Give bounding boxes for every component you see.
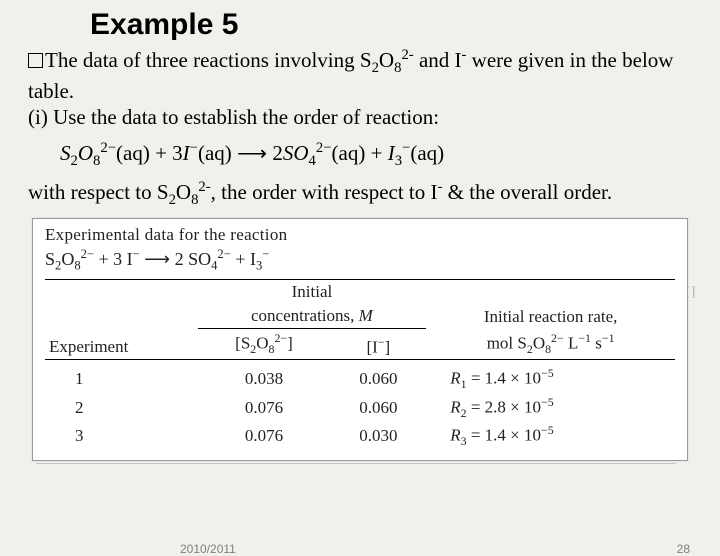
- post-c: & the overall order.: [442, 180, 612, 204]
- ce-c: ⟶ 2 SO: [140, 249, 211, 269]
- ce-b: + 3 I: [94, 249, 133, 269]
- eqn-so: SO: [283, 141, 309, 165]
- col-conc-top: Initial: [198, 280, 427, 305]
- col-rate-top: Initial reaction rate,: [426, 280, 675, 329]
- eqn-sub2: 2: [71, 153, 78, 169]
- intro-o: O: [379, 48, 394, 72]
- conc-m: M: [359, 306, 373, 325]
- eqn-so4sub: 4: [309, 153, 316, 169]
- ce-im: −: [133, 247, 140, 261]
- cr-c: s: [591, 334, 602, 353]
- col-rate-bot: mol S2O82− L−1 s−1: [426, 329, 675, 360]
- cr-a: mol S: [487, 334, 527, 353]
- eqn-s: S: [60, 141, 71, 165]
- cell-rate: R2 = 2.8 × 10−5: [426, 394, 675, 422]
- ce-i3s: −: [262, 247, 269, 261]
- eqn-i3sub: 3: [395, 153, 402, 169]
- ce-sub2: 2: [55, 258, 61, 272]
- table-caption: Experimental data for the reaction: [45, 225, 675, 245]
- data-table-region: Experimental data for the reaction S2O82…: [32, 218, 688, 461]
- ce-a: S: [45, 249, 55, 269]
- eqn-aq3: (aq): [332, 141, 366, 165]
- cs-b: ]: [287, 334, 293, 353]
- col-i: [I−]: [330, 329, 426, 360]
- cell-i: 0.030: [330, 422, 426, 450]
- bottom-rule: [36, 463, 676, 464]
- slide-title: Example 5: [90, 8, 720, 42]
- footer-year: 2010/2011: [180, 542, 236, 556]
- eqn-so4sup: 2−: [316, 140, 332, 156]
- cell-i: 0.060: [330, 394, 426, 422]
- intro-line2: (i) Use the data to establish the order …: [28, 104, 692, 130]
- cr-b: L: [564, 334, 579, 353]
- cell-i: 0.060: [330, 360, 426, 394]
- cell-rate: R1 = 1.4 × 10−5: [426, 360, 675, 394]
- intro-text-b: and I: [414, 48, 462, 72]
- eqn-i: I: [183, 141, 190, 165]
- post-b: , the order with respect to I: [211, 180, 438, 204]
- eqn-2: 2: [272, 141, 283, 165]
- post-sub2: 2: [169, 192, 176, 208]
- eqn-aq4: (aq): [410, 141, 444, 165]
- col-experiment: Experiment: [45, 280, 198, 360]
- col-s2o8: [S2O82−]: [198, 329, 331, 360]
- eqn-i3: I: [388, 141, 395, 165]
- cell-exp: 1: [45, 360, 198, 394]
- reaction-equation: S2O82−(aq) + 3I−(aq) ⟶ 2SO42−(aq) + I3−(…: [60, 140, 720, 170]
- intro-text-a: The data of three reactions involving S: [45, 48, 372, 72]
- post-sup2m: 2-: [198, 179, 210, 195]
- ce-so4s: 2−: [217, 247, 230, 261]
- post-a: with respect to S: [28, 180, 169, 204]
- cell-exp: 2: [45, 394, 198, 422]
- intro-paragraph: The data of three reactions involving S2…: [28, 46, 692, 104]
- cell-rate: R3 = 1.4 × 10−5: [426, 422, 675, 450]
- table-row: 10.0380.060R1 = 1.4 × 10−5: [45, 360, 675, 394]
- ce-d: + I: [231, 249, 256, 269]
- col-conc-mid: concentrations, M: [198, 304, 427, 329]
- cs-a: [S: [235, 334, 250, 353]
- table-row: 20.0760.060R2 = 2.8 × 10−5: [45, 394, 675, 422]
- post-paragraph: with respect to S2O82-, the order with r…: [28, 178, 692, 210]
- cell-exp: 3: [45, 422, 198, 450]
- table-caption-eqn: S2O82− + 3 I− ⟶ 2 SO42− + I3−: [45, 247, 675, 274]
- ci-b: ]: [385, 337, 391, 356]
- bullet-checkbox-icon: [28, 53, 43, 68]
- cell-s2o8: 0.038: [198, 360, 331, 394]
- post-o: O: [176, 180, 191, 204]
- cell-s2o8: 0.076: [198, 394, 331, 422]
- conc-label: concentrations,: [251, 306, 359, 325]
- eqn-o: O: [78, 141, 93, 165]
- experiment-table: Experiment Initial Initial reaction rate…: [45, 279, 675, 449]
- table-row: 30.0760.030R3 = 1.4 × 10−5: [45, 422, 675, 450]
- footer-page: 28: [677, 542, 690, 556]
- eqn-arrow: ⟶: [232, 141, 273, 165]
- eqn-aq1: (aq): [116, 141, 150, 165]
- eqn-sup2m: 2−: [100, 140, 116, 156]
- sub-2: 2: [372, 60, 379, 76]
- ce-sup2m: 2−: [81, 247, 94, 261]
- eqn-aq2: (aq): [198, 141, 232, 165]
- cell-s2o8: 0.076: [198, 422, 331, 450]
- sup-2minus: 2-: [401, 47, 413, 63]
- ci-a: [I: [366, 337, 377, 356]
- eqn-plus1: +: [150, 141, 172, 165]
- eqn-im: −: [190, 140, 198, 156]
- eqn-3: 3: [172, 141, 183, 165]
- eqn-plus2: +: [365, 141, 387, 165]
